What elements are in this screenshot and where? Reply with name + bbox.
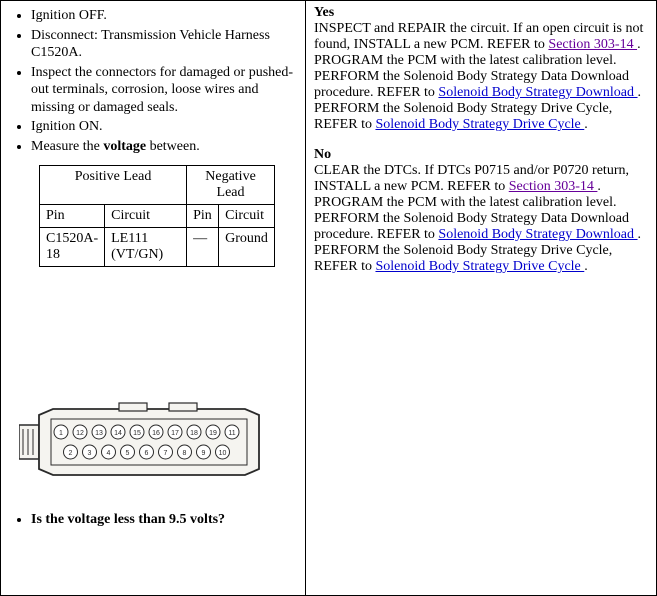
- right-column: Yes INSPECT and REPAIR the circuit. If a…: [306, 1, 656, 595]
- link[interactable]: Section 303-14: [509, 179, 598, 194]
- svg-text:17: 17: [171, 430, 179, 437]
- link[interactable]: Solenoid Body Strategy Drive Cycle: [375, 117, 584, 132]
- yes-text: INSPECT and REPAIR the circuit. If an op…: [314, 21, 648, 133]
- svg-text:12: 12: [76, 430, 84, 437]
- yes-label: Yes: [314, 5, 648, 21]
- svg-text:7: 7: [164, 450, 168, 457]
- svg-text:9: 9: [202, 450, 206, 457]
- procedure-steps: Ignition OFF. Disconnect: Transmission Ve…: [9, 7, 297, 155]
- no-label: No: [314, 147, 648, 163]
- svg-text:16: 16: [152, 430, 160, 437]
- cell-pin-neg: —: [187, 228, 219, 267]
- header-positive-lead: Positive Lead: [40, 166, 187, 205]
- list-item: Inspect the connectors for damaged or pu…: [31, 64, 297, 117]
- no-text: CLEAR the DTCs. If DTCs P0715 and/or P07…: [314, 163, 648, 275]
- link[interactable]: Section 303-14: [548, 37, 637, 52]
- svg-text:10: 10: [219, 450, 227, 457]
- svg-text:8: 8: [183, 450, 187, 457]
- header-negative-lead: Negative Lead: [187, 166, 275, 205]
- svg-text:15: 15: [133, 430, 141, 437]
- subheader-circuit-neg: Circuit: [219, 205, 275, 228]
- svg-text:3: 3: [88, 450, 92, 457]
- list-item: Disconnect: Transmission Vehicle Harness…: [31, 27, 297, 62]
- bold-text: voltage: [103, 139, 146, 154]
- list-item: Ignition OFF.: [31, 7, 297, 25]
- svg-text:2: 2: [69, 450, 73, 457]
- link[interactable]: Solenoid Body Strategy Download: [438, 85, 637, 100]
- yes-block: Yes INSPECT and REPAIR the circuit. If a…: [314, 5, 648, 133]
- question-list: Is the voltage less than 9.5 volts?: [9, 512, 297, 528]
- subheader-pin-neg: Pin: [187, 205, 219, 228]
- cell-pin-pos: C1520A-18: [40, 228, 105, 267]
- svg-text:5: 5: [126, 450, 130, 457]
- link[interactable]: Solenoid Body Strategy Drive Cycle: [375, 259, 584, 274]
- left-column: Ignition OFF. Disconnect: Transmission Ve…: [1, 1, 306, 595]
- subheader-pin-pos: Pin: [40, 205, 105, 228]
- page-container: Ignition OFF. Disconnect: Transmission Ve…: [0, 0, 657, 596]
- svg-text:4: 4: [107, 450, 111, 457]
- lead-table: Positive Lead Negative Lead Pin Circuit …: [39, 165, 275, 267]
- connector-svg: 11213141516171819112345678910: [19, 397, 279, 487]
- cell-circuit-neg: Ground: [219, 228, 275, 267]
- connector-diagram: 11213141516171819112345678910: [19, 397, 297, 492]
- table-row: C1520A-18 LE111 (VT/GN) — Ground: [40, 228, 275, 267]
- subheader-circuit-pos: Circuit: [105, 205, 187, 228]
- svg-text:14: 14: [114, 430, 122, 437]
- svg-text:13: 13: [95, 430, 103, 437]
- svg-text:18: 18: [190, 430, 198, 437]
- cell-circuit-pos: LE111 (VT/GN): [105, 228, 187, 267]
- svg-text:11: 11: [228, 430, 235, 437]
- question-text: Is the voltage less than 9.5 volts?: [31, 512, 297, 528]
- list-item: Measure the voltage between.: [31, 138, 297, 156]
- list-item: Ignition ON.: [31, 118, 297, 136]
- no-block: No CLEAR the DTCs. If DTCs P0715 and/or …: [314, 147, 648, 275]
- svg-text:1: 1: [59, 430, 63, 437]
- svg-text:6: 6: [145, 450, 149, 457]
- link[interactable]: Solenoid Body Strategy Download: [438, 227, 637, 242]
- svg-text:19: 19: [209, 430, 217, 437]
